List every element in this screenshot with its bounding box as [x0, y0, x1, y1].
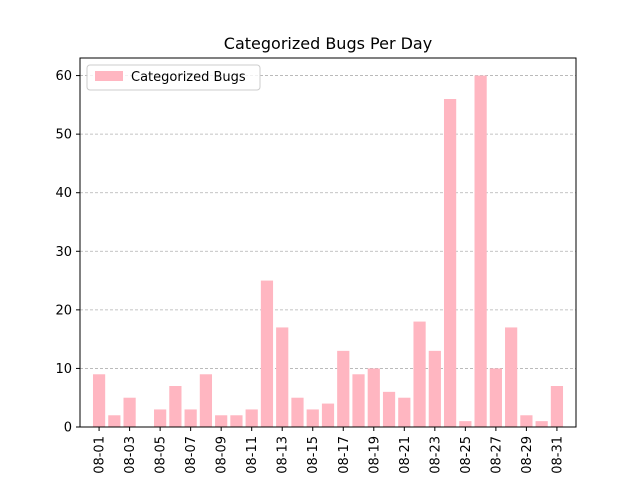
bar	[321, 403, 335, 427]
bar	[184, 409, 197, 427]
legend-box	[86, 64, 261, 91]
x-tick-label: 08-09	[215, 436, 230, 474]
bar	[337, 350, 350, 427]
chart-title: Categorized Bugs Per Day	[224, 34, 432, 53]
bar	[245, 409, 258, 427]
x-axis: 08-01 08-03 08-05 08-07 08-09 08-11 08-13 08-15…	[93, 427, 565, 474]
bar	[154, 409, 167, 427]
x-tick-label: 08-19	[367, 436, 382, 474]
x-tick-label: 08-21	[398, 436, 413, 474]
x-tick-label: 08-17	[337, 436, 352, 474]
x-tick-label: 08-03	[123, 436, 138, 474]
y-tick-label: 50	[55, 128, 72, 143]
y-tick-label: 0	[64, 421, 72, 436]
bar	[535, 421, 548, 427]
bar	[443, 99, 457, 427]
legend-swatch	[95, 71, 123, 81]
x-tick-label: 08-25	[459, 436, 474, 474]
bar	[291, 397, 304, 427]
bar	[428, 350, 441, 427]
bar	[550, 386, 564, 427]
bar	[108, 415, 121, 427]
y-tick-label: 30	[55, 245, 72, 260]
bar	[489, 368, 502, 427]
bar	[215, 415, 228, 427]
y-tick-label: 40	[55, 186, 72, 201]
bar	[260, 280, 274, 427]
x-tick-label: 08-01	[93, 436, 108, 474]
x-tick-label: 08-31	[550, 436, 565, 474]
plot-frame	[79, 57, 577, 428]
y-tick-label: 60	[55, 69, 72, 84]
bar	[92, 374, 106, 427]
bar	[367, 368, 380, 427]
x-tick-label: 08-13	[276, 436, 291, 474]
bar	[169, 386, 182, 427]
y-tick-label: 20	[55, 303, 72, 318]
grid-lines	[80, 75, 576, 369]
x-tick-label: 08-23	[428, 436, 443, 474]
bar	[382, 391, 396, 427]
y-axis: 0 10 20 30 40 50 60	[55, 69, 80, 436]
bar	[505, 327, 518, 427]
bar	[352, 374, 365, 427]
y-tick-label: 10	[55, 362, 72, 377]
x-tick-label: 08-29	[520, 436, 535, 474]
bars	[92, 75, 564, 428]
bar	[199, 374, 213, 427]
x-tick-label: 08-27	[489, 436, 504, 474]
x-tick-label: 08-15	[306, 436, 321, 474]
bar	[474, 75, 487, 428]
x-tick-label: 08-05	[154, 436, 169, 474]
x-tick-label: 08-07	[184, 436, 199, 474]
bar	[123, 397, 136, 427]
bar	[413, 321, 426, 427]
x-tick-label: 08-11	[245, 436, 260, 474]
bar	[230, 415, 243, 427]
bar	[520, 415, 533, 427]
bar	[398, 397, 411, 427]
bar	[459, 421, 472, 427]
bar	[276, 327, 289, 427]
legend-label: Categorized Bugs	[131, 70, 246, 85]
bar	[306, 409, 319, 427]
legend: Categorized Bugs	[86, 64, 261, 91]
